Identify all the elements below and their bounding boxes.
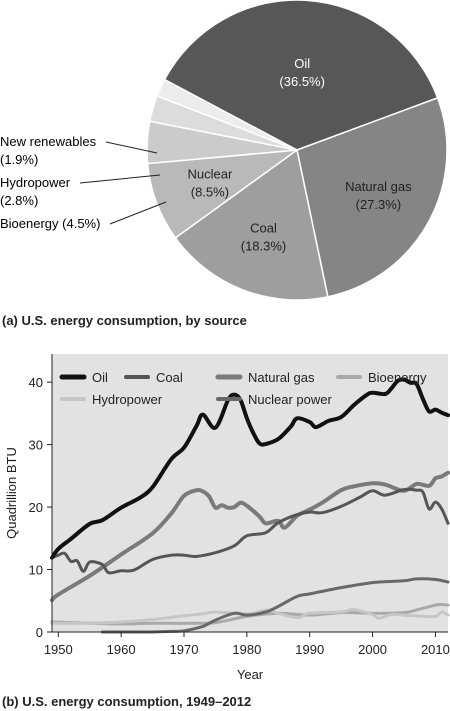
series-line-hydropower xyxy=(50,607,450,625)
y-axis-ticks: 0 10 20 30 40 xyxy=(29,375,52,640)
leader-line-hydropower xyxy=(79,174,161,184)
legend-label-nuclear-power: Nuclear power xyxy=(248,392,332,407)
caption-line: (b) U.S. energy consumption, 1949–2012 xyxy=(2,694,251,709)
leader-line-new-renewables xyxy=(105,141,158,154)
pie-slice-natural-gas xyxy=(296,96,448,298)
label-new-renewables-pct: (1.9%) xyxy=(0,152,38,167)
pie-outside-labels: New renewables (1.9%) Hydropower (2.8%) … xyxy=(0,134,167,231)
pie-pct-coal: (18.3%) xyxy=(241,239,287,254)
label-new-renewables-name: New renewables xyxy=(0,134,97,149)
legend-label-hydropower: Hydropower xyxy=(92,392,163,407)
label-hydropower-pct: (2.8%) xyxy=(0,193,38,208)
pie-label-natural-gas: Natural gas xyxy=(345,179,412,194)
series-line-nuclear-power xyxy=(100,577,450,634)
series-line-oil xyxy=(50,377,450,560)
y-axis-title: Quadrillion BTU xyxy=(4,447,19,539)
pie-slice-labels: Oil (36.5%) Natural gas (27.3%) Coal (18.3%) N… xyxy=(188,56,413,254)
x-axis-title: Year xyxy=(237,667,264,682)
pie-label-oil: Oil xyxy=(294,56,310,71)
line-chart: 1950 1960 1970 1980 1990 2000 2010 0 10 20 30 40 Y… xyxy=(4,354,450,682)
label-hydropower-name: Hydropower xyxy=(0,175,71,190)
x-tick-label-1990: 1990 xyxy=(295,642,324,657)
plot-background xyxy=(52,354,448,632)
y-tick-label-0: 0 xyxy=(36,625,43,640)
x-tick-label-2000: 2000 xyxy=(358,642,387,657)
pie-pct-nuclear: (8.5%) xyxy=(191,185,229,200)
pie-chart xyxy=(146,0,448,301)
series-line-bioenergy xyxy=(50,603,450,626)
legend-label-natural-gas: Natural gas xyxy=(248,370,315,385)
pie-label-nuclear: Nuclear xyxy=(188,167,233,182)
pie-pct-oil: (36.5%) xyxy=(279,74,325,89)
pie-label-coal: Coal xyxy=(250,221,277,236)
legend-label-oil: Oil xyxy=(92,370,108,385)
y-tick-label-10: 10 xyxy=(29,563,43,578)
label-bioenergy: Bioenergy (4.5%) xyxy=(0,216,100,231)
x-tick-label-1970: 1970 xyxy=(170,642,199,657)
leader-line-bioenergy xyxy=(109,201,167,225)
legend-label-bioenergy: Bioenergy xyxy=(368,370,427,385)
pie-pct-natural-gas: (27.3%) xyxy=(356,197,402,212)
x-tick-label-1980: 1980 xyxy=(232,642,261,657)
legend: Oil Coal Natural gas Bioenergy Hydropower Nuc… xyxy=(59,370,427,407)
y-tick-label-30: 30 xyxy=(29,438,43,453)
pie-slice-coal xyxy=(174,148,329,301)
legend-label-coal: Coal xyxy=(156,370,183,385)
x-tick-label-2010: 2010 xyxy=(421,642,450,657)
x-tick-label-1960: 1960 xyxy=(107,642,136,657)
caption-pie: (a) U.S. energy consumption, by source xyxy=(2,313,247,328)
y-tick-label-40: 40 xyxy=(29,375,43,390)
series-lines xyxy=(50,377,450,634)
x-tick-label-1950: 1950 xyxy=(44,642,73,657)
x-axis-ticks: 1950 1960 1970 1980 1990 2000 2010 xyxy=(44,632,450,657)
pie-slice-oil xyxy=(163,0,439,151)
pie-slice-new-renewables xyxy=(156,78,298,151)
series-line-coal xyxy=(50,487,450,575)
y-tick-label-20: 20 xyxy=(29,500,43,515)
